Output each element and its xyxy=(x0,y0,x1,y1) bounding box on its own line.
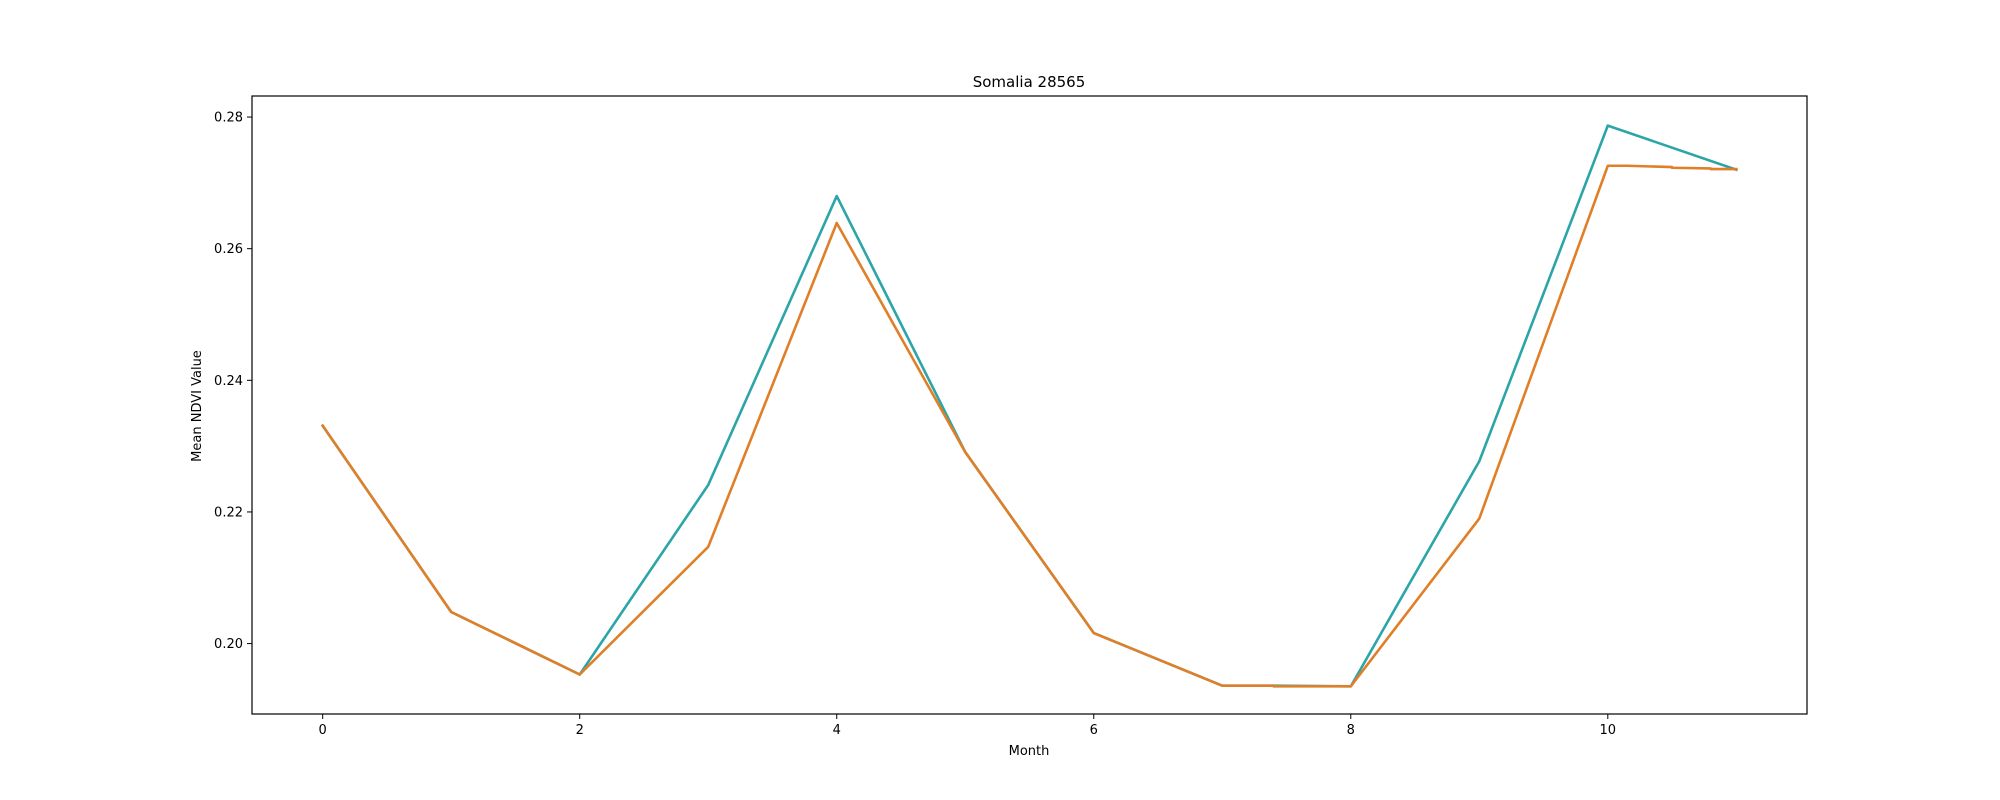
x-tick-label: 0 xyxy=(319,723,327,738)
plot-frame xyxy=(251,95,1808,715)
x-tick-label: 6 xyxy=(1090,723,1098,738)
y-tick-label: 0.22 xyxy=(214,505,243,520)
y-tick-label: 0.28 xyxy=(214,111,243,126)
plot-area xyxy=(320,124,1738,688)
chart-title: Somalia 28565 xyxy=(973,73,1086,91)
y-axis-label: Mean NDVI Value xyxy=(190,350,205,462)
x-axis-label: Month xyxy=(1009,744,1050,759)
x-tick-label: 8 xyxy=(1347,723,1355,738)
series-line-2 xyxy=(320,164,1738,688)
series-line-1 xyxy=(320,124,1738,688)
x-axis: 0 2 4 6 8 10 xyxy=(319,714,1617,738)
x-tick-label: 4 xyxy=(833,723,841,738)
y-axis: 0.20 0.22 0.24 0.26 0.28 xyxy=(214,111,252,652)
y-tick-label: 0.20 xyxy=(214,637,243,652)
y-tick-label: 0.24 xyxy=(214,374,243,389)
x-tick-label: 10 xyxy=(1600,723,1617,738)
y-tick-label: 0.26 xyxy=(214,242,243,257)
x-tick-label: 2 xyxy=(576,723,584,738)
